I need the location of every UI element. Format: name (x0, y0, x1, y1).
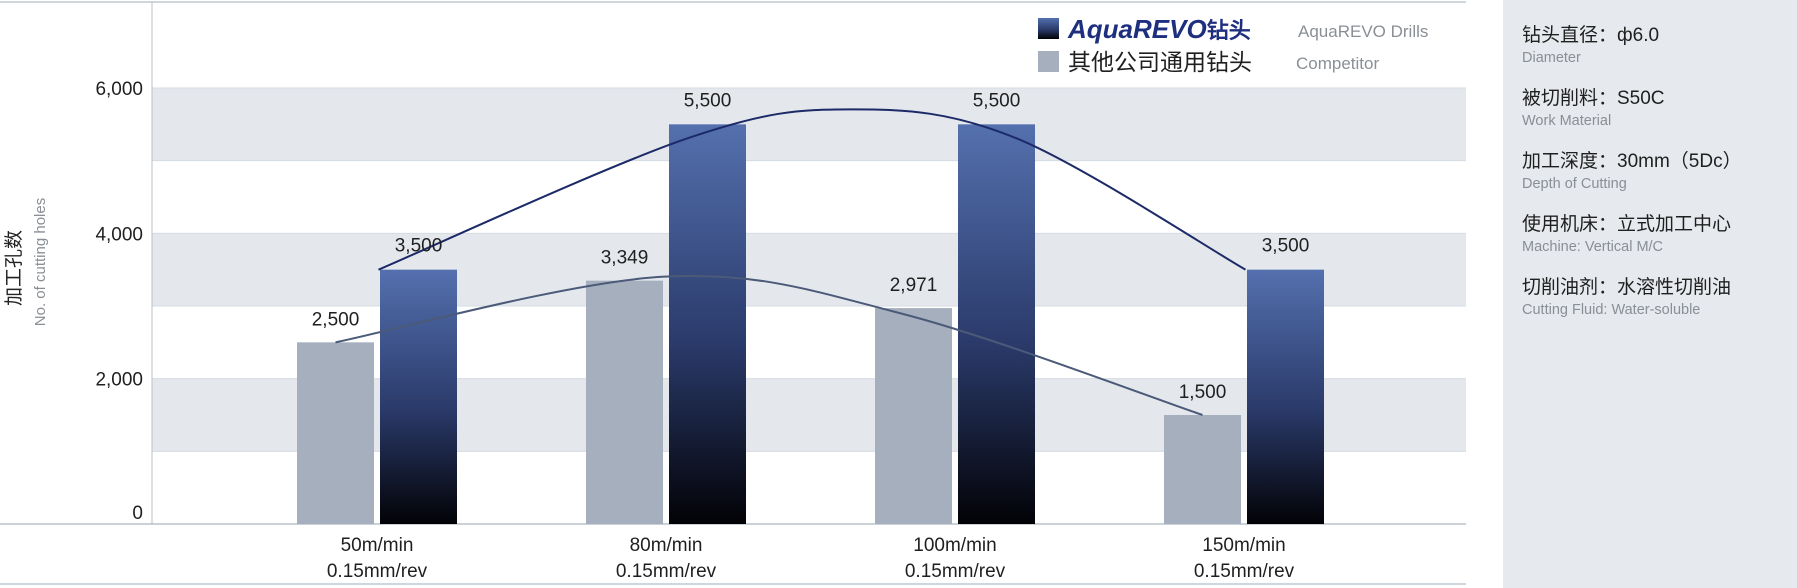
legend-label-aquarevo-en: AquaREVO Drills (1298, 22, 1428, 41)
data-label-competitor: 2,971 (890, 275, 938, 296)
y-tick-label: 0 (132, 503, 143, 524)
x-tick-label: 100m/min (913, 535, 996, 556)
y-axis-title: 加工孔数 No. of cutting holes (3, 198, 49, 326)
spec-diameter-sub: Diameter (1522, 50, 1581, 66)
trend-line-competitor (335, 274, 1203, 416)
y-tick-label: 6,000 (95, 79, 143, 100)
spec-work-material: 被切削料：S50C Work Material (1522, 83, 1665, 129)
x-tick-label: 150m/min (1202, 535, 1285, 556)
spec-machine-sub: Machine: Vertical M/C (1522, 239, 1664, 255)
spec-machine-value: 使用机床：立式加工中心 (1522, 214, 1732, 235)
legend-brand-prefix: AquaREVO (1067, 14, 1207, 44)
spec-cutting-fluid-value: 切削油剂：水溶性切削油 (1522, 277, 1732, 298)
data-label-competitor: 1,500 (1179, 382, 1227, 403)
data-label-aquarevo: 3,500 (395, 236, 443, 257)
data-label-aquarevo: 5,500 (973, 90, 1021, 111)
spec-work-material-sub: Work Material (1522, 113, 1612, 129)
y-tick-label: 4,000 (95, 224, 143, 245)
x-tick-label-sub: 0.15mm/rev (616, 561, 717, 582)
legend-brand-label: AquaREVO钻头 (1067, 14, 1251, 44)
spec-depth: 加工深度：30mm（5Dc） Depth of Cutting (1522, 146, 1742, 192)
bar-aquarevo (958, 124, 1035, 524)
x-tick-label-sub: 0.15mm/rev (327, 561, 428, 582)
bar-aquarevo (380, 269, 457, 524)
legend-brand-suffix: 钻头 (1207, 18, 1251, 43)
data-label-competitor: 2,500 (312, 309, 360, 330)
chart-area: 0 2,000 4,000 6,000 2,500 3,500 50m/min 0.15mm/… (0, 1, 1466, 585)
bar-competitor (875, 308, 952, 524)
bar-competitor (1164, 415, 1241, 524)
bar-competitor (586, 280, 663, 524)
y-axis-label: 加工孔数 (3, 230, 25, 306)
spec-work-material-value: 被切削料：S50C (1522, 88, 1665, 109)
x-tick-label-sub: 0.15mm/rev (905, 561, 1006, 582)
data-label-aquarevo: 5,500 (684, 90, 732, 111)
x-tick-label: 80m/min (630, 535, 703, 556)
spec-depth-sub: Depth of Cutting (1522, 176, 1627, 192)
grid-band (152, 88, 1466, 161)
spec-cutting-fluid: 切削油剂：水溶性切削油 Cutting Fluid: Water-soluble (1522, 272, 1731, 318)
spec-cutting-fluid-sub: Cutting Fluid: Water-soluble (1522, 302, 1701, 318)
x-tick-label-sub: 0.15mm/rev (1194, 561, 1295, 582)
trend-line-aquarevo (378, 108, 1246, 271)
spec-diameter-value: 钻头直径：ф6.0 (1522, 25, 1660, 46)
bar-aquarevo (669, 124, 746, 524)
spec-panel: 钻头直径：ф6.0 Diameter 被切削料：S50C Work Materi… (1503, 0, 1797, 588)
bar-competitor (297, 342, 374, 524)
spec-diameter: 钻头直径：ф6.0 Diameter (1522, 20, 1659, 66)
legend-swatch-aquarevo (1038, 18, 1059, 39)
y-tick-label: 2,000 (95, 370, 143, 391)
data-label-competitor: 3,349 (601, 248, 649, 269)
data-label-aquarevo: 3,500 (1262, 236, 1310, 257)
legend-label-competitor-en: Competitor (1296, 54, 1379, 73)
bar-aquarevo (1247, 269, 1324, 524)
spec-depth-value: 加工深度：30mm（5Dc） (1522, 151, 1742, 172)
legend-swatch-competitor (1038, 51, 1059, 72)
x-tick-label: 50m/min (341, 535, 414, 556)
legend-label-competitor: 其他公司通用钻头 (1068, 49, 1252, 75)
legend: AquaREVO钻头 AquaREVO Drills 其他公司通用钻头 Comp… (1038, 14, 1428, 75)
spec-machine: 使用机床：立式加工中心 Machine: Vertical M/C (1522, 209, 1731, 255)
y-axis-label-en: No. of cutting holes (32, 198, 49, 326)
